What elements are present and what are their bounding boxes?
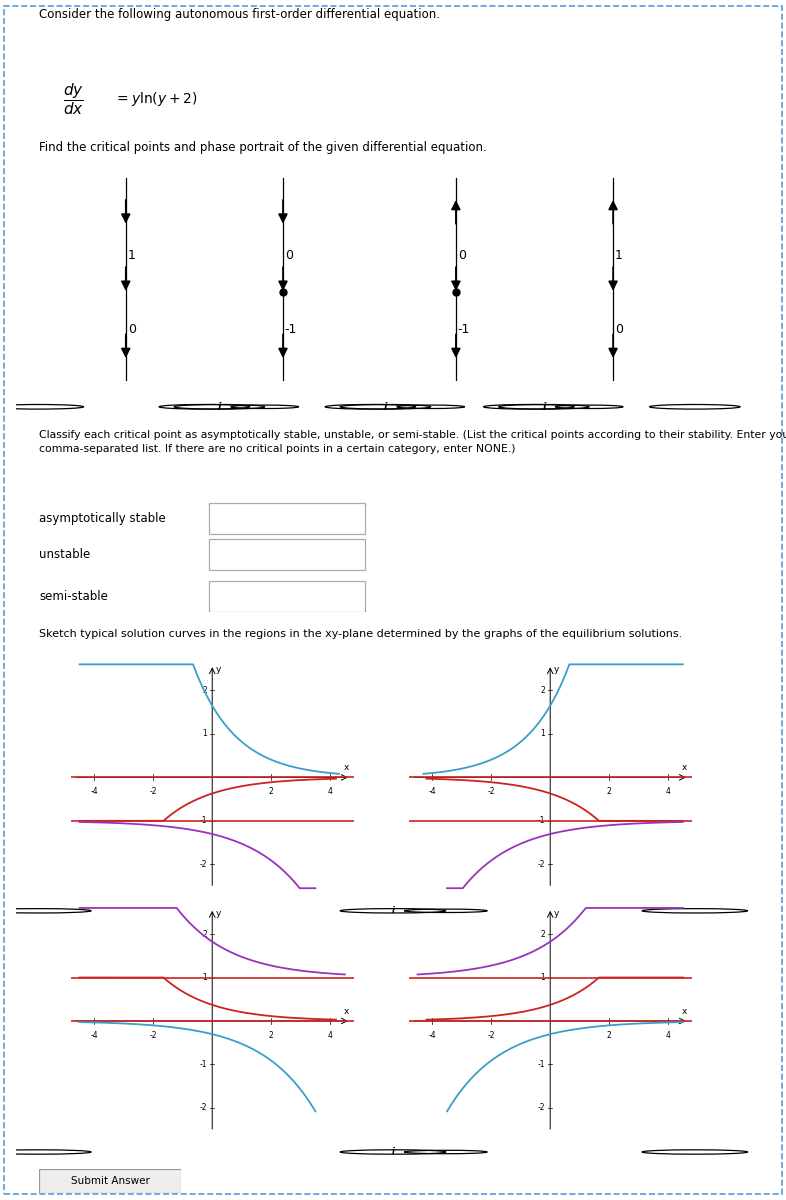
- Text: i: i: [542, 402, 545, 412]
- Text: -4: -4: [90, 1031, 98, 1039]
- Text: -4: -4: [428, 787, 436, 796]
- Text: -1: -1: [200, 1060, 207, 1069]
- Text: unstable: unstable: [39, 548, 90, 560]
- Text: $= y\ln(y + 2)$: $= y\ln(y + 2)$: [114, 90, 197, 108]
- Text: semi-stable: semi-stable: [39, 590, 108, 602]
- Text: i: i: [391, 1147, 395, 1157]
- Text: 4: 4: [666, 787, 670, 796]
- Text: 2: 2: [540, 930, 545, 938]
- Text: y: y: [215, 908, 221, 918]
- Text: 2: 2: [202, 686, 207, 695]
- Text: i: i: [384, 402, 387, 412]
- Text: i: i: [391, 906, 395, 916]
- Text: -1: -1: [200, 816, 207, 826]
- Text: -2: -2: [487, 787, 495, 796]
- Text: 1: 1: [540, 973, 545, 982]
- Text: -4: -4: [428, 1031, 436, 1039]
- Text: x: x: [682, 763, 687, 772]
- Text: -2: -2: [200, 860, 207, 869]
- Text: -4: -4: [90, 787, 98, 796]
- Text: 0: 0: [127, 323, 136, 336]
- Text: 4: 4: [328, 787, 332, 796]
- Text: x: x: [344, 1007, 349, 1015]
- Text: Consider the following autonomous first-order differential equation.: Consider the following autonomous first-…: [39, 8, 440, 22]
- Text: -2: -2: [149, 787, 157, 796]
- Text: Find the critical points and phase portrait of the given differential equation.: Find the critical points and phase portr…: [39, 142, 487, 154]
- Text: 1: 1: [615, 250, 623, 263]
- FancyBboxPatch shape: [39, 1169, 181, 1193]
- Text: 4: 4: [666, 1031, 670, 1039]
- Text: -1: -1: [538, 1060, 545, 1069]
- Text: -1: -1: [538, 816, 545, 826]
- Text: -2: -2: [487, 1031, 495, 1039]
- Text: 2: 2: [202, 930, 207, 938]
- Text: y: y: [215, 665, 221, 674]
- Text: -1: -1: [457, 323, 470, 336]
- Text: 2: 2: [269, 787, 274, 796]
- Text: Sketch typical solution curves in the regions in the xy-plane determined by the : Sketch typical solution curves in the re…: [39, 629, 682, 638]
- Text: 1: 1: [127, 250, 135, 263]
- Text: -1: -1: [285, 323, 297, 336]
- Text: -2: -2: [538, 860, 545, 869]
- Text: Classify each critical point as asymptotically stable, unstable, or semi-stable.: Classify each critical point as asymptot…: [39, 430, 786, 454]
- Text: 2: 2: [540, 686, 545, 695]
- Text: 4: 4: [328, 1031, 332, 1039]
- Text: 1: 1: [540, 730, 545, 738]
- Text: asymptotically stable: asymptotically stable: [39, 512, 166, 524]
- Text: i: i: [218, 402, 221, 412]
- Text: -2: -2: [538, 1104, 545, 1112]
- Text: -2: -2: [200, 1104, 207, 1112]
- Text: x: x: [344, 763, 349, 772]
- Text: 2: 2: [269, 1031, 274, 1039]
- Text: 2: 2: [607, 1031, 612, 1039]
- Text: 0: 0: [457, 250, 466, 263]
- Text: 1: 1: [202, 973, 207, 982]
- Text: y: y: [554, 665, 559, 674]
- Text: 0: 0: [285, 250, 293, 263]
- Text: y: y: [554, 908, 559, 918]
- Text: x: x: [682, 1007, 687, 1015]
- Text: $\dfrac{dy}{dx}$: $\dfrac{dy}{dx}$: [63, 82, 84, 116]
- Text: 2: 2: [607, 787, 612, 796]
- Text: 1: 1: [202, 730, 207, 738]
- Text: 0: 0: [615, 323, 623, 336]
- Text: Submit Answer: Submit Answer: [71, 1176, 149, 1186]
- Text: -2: -2: [149, 1031, 157, 1039]
